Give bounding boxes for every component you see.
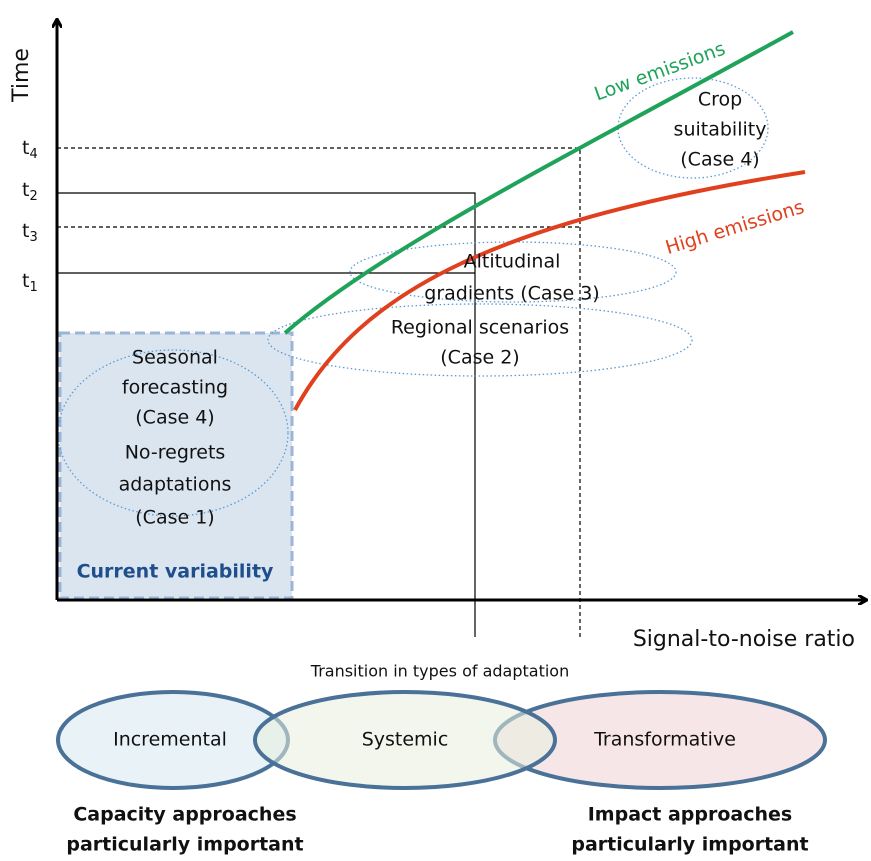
text-part: 4 [29, 147, 37, 162]
adaptation-type: Incremental [113, 729, 227, 751]
note: Impact approaches [588, 804, 793, 826]
time-mark: t3 [22, 220, 38, 245]
note: particularly important [66, 834, 303, 856]
region-label: Seasonal [132, 347, 218, 369]
text-part: t [22, 137, 29, 159]
note: Capacity approaches [73, 804, 296, 826]
high-emissions-label: High emissions [663, 196, 807, 259]
region-label: gradients (Case 3) [424, 283, 599, 305]
current-variability-box [58, 331, 294, 600]
low-emissions-curve [283, 30, 794, 335]
note: particularly important [571, 834, 808, 856]
region-label: (Case 4) [680, 149, 759, 171]
x-axis-label: Signal-to-noise ratio [633, 627, 855, 652]
adaptation-type: Transformative [593, 729, 736, 751]
region-label: Altitudinal [464, 251, 561, 273]
text-part: t [22, 270, 29, 292]
region-label: adaptations [119, 474, 232, 496]
region-label: No-regrets [125, 442, 226, 464]
adaptation-type: Systemic [362, 729, 449, 751]
time-mark: t1 [22, 270, 38, 295]
high-emissions-curve [293, 170, 806, 411]
text-part: 3 [29, 230, 37, 245]
time-mark: t4 [22, 137, 38, 162]
guide-lines [57, 147, 581, 637]
current-variability-label: Current variability [77, 561, 274, 583]
region-label: (Case 2) [440, 347, 519, 369]
region-label: Regional scenarios [391, 317, 569, 339]
region-label: suitability [674, 119, 767, 141]
region-label: forecasting [122, 377, 228, 399]
text-part: 2 [29, 189, 37, 204]
text-part: t [22, 179, 29, 201]
text-part: t [22, 220, 29, 242]
region-label: Crop [698, 89, 742, 111]
text-part: 1 [29, 280, 37, 295]
region-label: (Case 1) [135, 507, 214, 529]
transition-title: Transition in types of adaptation [310, 662, 569, 681]
region-label: (Case 4) [135, 407, 214, 429]
time-mark: t2 [22, 179, 38, 204]
systemic-ellipse [253, 690, 557, 790]
y-axis-label: Time [9, 48, 34, 103]
